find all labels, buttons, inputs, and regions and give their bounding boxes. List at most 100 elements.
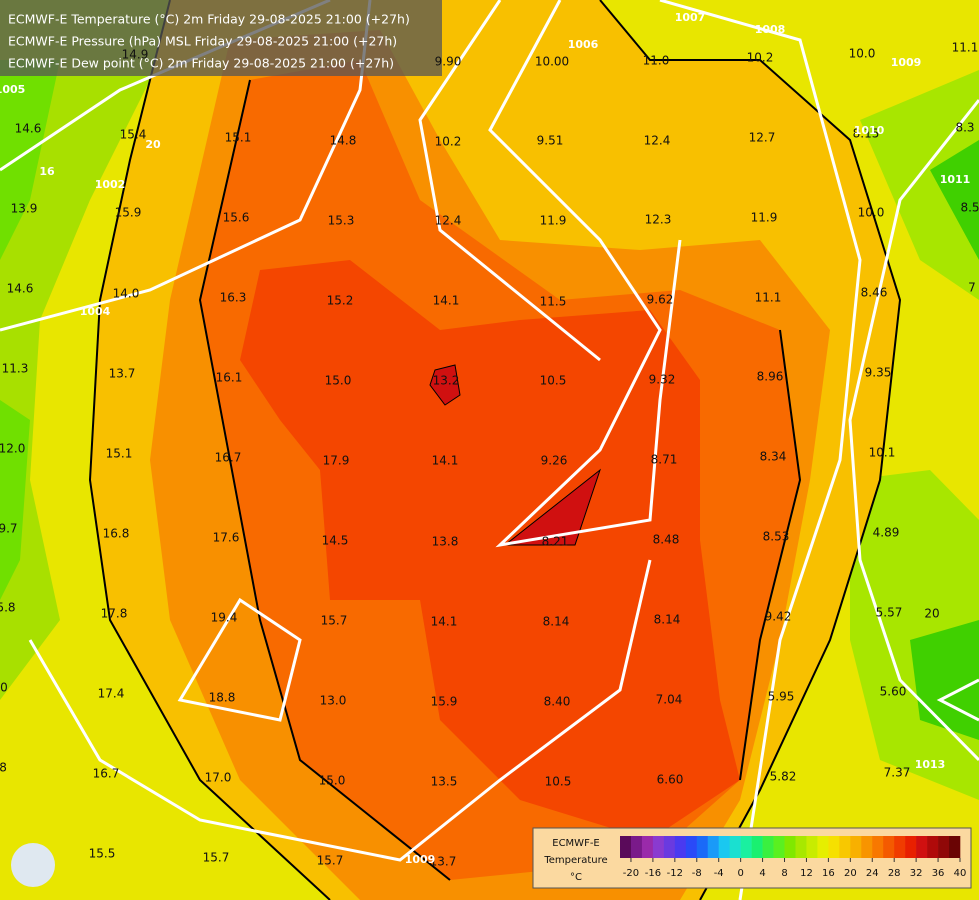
- colorbar-swatch: [795, 836, 807, 858]
- station-value: 5.95: [768, 690, 795, 704]
- station-value: 10.0: [858, 206, 885, 220]
- colorbar-swatch: [905, 836, 917, 858]
- station-value: 11.1: [755, 291, 782, 305]
- green-zone: [0, 0, 200, 700]
- station-value: 11.1: [952, 41, 979, 55]
- station-value: 8.96: [757, 370, 784, 384]
- contour-label: 1010: [854, 124, 885, 137]
- colorbar-swatch: [729, 836, 741, 858]
- station-value: 13.5: [431, 775, 458, 789]
- colorbar-swatch: [762, 836, 774, 858]
- colorbar-swatch: [707, 836, 720, 858]
- colorbar-swatch: [685, 836, 698, 858]
- station-value: 14.6: [7, 282, 34, 296]
- station-value: 8.46: [861, 286, 888, 300]
- station-value: 10.2: [747, 51, 774, 65]
- station-value: 5.82: [770, 770, 797, 784]
- station-value: 15.7: [317, 854, 344, 868]
- colorbar-swatch: [916, 836, 928, 858]
- colorbar-tick-label: 20: [844, 868, 857, 879]
- colorbar-swatch: [806, 836, 818, 858]
- station-value: 18.8: [209, 691, 236, 705]
- contour-label: 1008: [755, 23, 786, 36]
- colorbar-tick-label: -12: [667, 868, 683, 879]
- station-value: 9.35: [865, 366, 892, 380]
- station-value: 8.15: [853, 127, 880, 141]
- station-value: 17.0: [205, 771, 232, 785]
- colorbar-swatch: [663, 836, 676, 858]
- station-value: 14.1: [431, 615, 458, 629]
- station-value: 8.14: [543, 615, 570, 629]
- contour-label: 1004: [80, 305, 111, 318]
- legend-subtitle: Temperature: [543, 855, 607, 866]
- station-value: 9.42: [765, 610, 792, 624]
- station-value: 11.9: [540, 214, 567, 228]
- colorbar-swatch: [938, 836, 950, 858]
- contour-label: 1006: [568, 38, 599, 51]
- station-value: 7.04: [656, 693, 683, 707]
- colorbar-swatch: [828, 836, 840, 858]
- colorbar-swatch: [641, 836, 654, 858]
- contour-label: 1005: [0, 83, 25, 96]
- colorbar-tick-label: 16: [822, 868, 835, 879]
- colorbar-tick-label: -16: [645, 868, 661, 879]
- colorbar-swatch: [872, 836, 884, 858]
- station-value: 8.34: [760, 450, 787, 464]
- station-value: 13.7: [430, 855, 457, 869]
- colorbar-swatch: [652, 836, 665, 858]
- station-value: 10.5: [545, 775, 572, 789]
- colorbar-swatch: [630, 836, 643, 858]
- station-value: 14.0: [113, 287, 140, 301]
- colorbar-swatch: [927, 836, 939, 858]
- station-value: 8.53: [763, 530, 790, 544]
- contour-label: 20: [145, 138, 161, 151]
- station-value: 8.3: [955, 121, 974, 135]
- colorbar-swatch: [949, 836, 961, 858]
- station-value: 8.14: [654, 613, 681, 627]
- station-value: 14.6: [15, 122, 42, 136]
- station-value: 8: [0, 761, 7, 775]
- station-value: 16.8: [103, 527, 130, 541]
- station-value: 11.3: [2, 362, 29, 376]
- station-value: 12.0: [0, 442, 25, 456]
- station-value: 8.40: [544, 695, 571, 709]
- colorbar-swatch: [817, 836, 829, 858]
- colorbar-swatch: [784, 836, 796, 858]
- station-value: 15.1: [106, 447, 133, 461]
- station-value: 16.1: [216, 371, 243, 385]
- green-zone: [850, 70, 979, 800]
- station-value: 14.5: [322, 534, 349, 548]
- colorbar-swatch: [861, 836, 873, 858]
- station-value: 13.7: [109, 367, 136, 381]
- colorbar-swatch: [894, 836, 906, 858]
- station-value: 9.62: [647, 293, 674, 307]
- station-value: 7: [968, 281, 976, 295]
- colorbar-swatch: [883, 836, 895, 858]
- station-value: 12.4: [644, 134, 671, 148]
- contour-label: 1002: [95, 178, 126, 191]
- station-value: 4.89: [873, 526, 900, 540]
- colorbar-tick-label: -20: [623, 868, 639, 879]
- colorbar-swatch: [674, 836, 687, 858]
- station-value: 8.21: [542, 535, 569, 549]
- station-value: 15.7: [321, 614, 348, 628]
- colorbar-tick-label: 24: [866, 868, 879, 879]
- colorbar-tick-label: 36: [932, 868, 945, 879]
- station-value: 8.48: [653, 533, 680, 547]
- station-value: 17.8: [101, 607, 128, 621]
- station-value: 15.7: [203, 851, 230, 865]
- header-line: ECMWF-E Pressure (hPa) MSL Friday 29-08-…: [8, 34, 397, 49]
- colorbar-swatch: [751, 836, 763, 858]
- station-value: 14.1: [433, 294, 460, 308]
- station-value: 13.9: [11, 202, 38, 216]
- colorbar-tick-label: -8: [692, 868, 702, 879]
- legend-title: ECMWF-E: [552, 838, 600, 849]
- colorbar-swatch: [839, 836, 851, 858]
- station-value: 11.0: [643, 54, 670, 68]
- station-value: 13.0: [320, 694, 347, 708]
- station-value: 10.0: [849, 47, 876, 61]
- contour-label: 1007: [675, 11, 706, 24]
- legend-unit: °C: [570, 872, 582, 883]
